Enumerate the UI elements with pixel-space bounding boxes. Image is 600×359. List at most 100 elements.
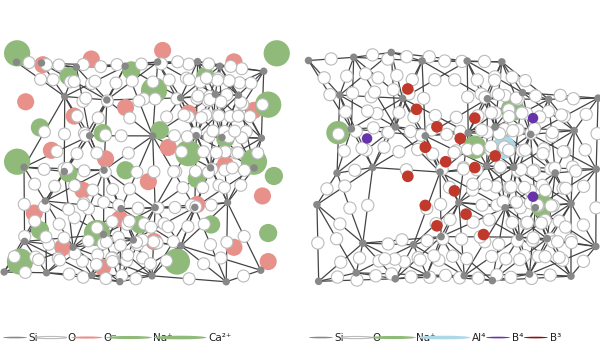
Circle shape [503,104,515,116]
Circle shape [335,256,347,268]
Circle shape [188,170,206,188]
Circle shape [493,127,506,140]
Circle shape [207,125,219,137]
Circle shape [183,74,195,86]
Circle shape [421,132,429,140]
Circle shape [551,169,559,177]
Circle shape [332,128,344,140]
Circle shape [221,89,233,101]
Circle shape [59,128,71,140]
Circle shape [418,57,426,65]
Circle shape [224,110,236,122]
Circle shape [367,49,379,61]
Circle shape [393,107,405,119]
Circle shape [483,214,495,226]
Circle shape [331,233,343,245]
Circle shape [389,253,401,265]
Circle shape [373,255,385,267]
Circle shape [133,95,145,107]
Circle shape [263,40,290,66]
Circle shape [592,165,600,173]
Circle shape [360,144,373,156]
Circle shape [154,42,171,59]
Circle shape [80,92,92,104]
Circle shape [106,252,118,264]
Circle shape [219,146,231,158]
Circle shape [488,74,501,87]
Circle shape [539,184,551,196]
Circle shape [65,107,83,125]
Circle shape [485,107,497,119]
Circle shape [324,89,336,101]
Circle shape [500,253,512,265]
Circle shape [100,166,112,178]
Circle shape [38,163,50,175]
Circle shape [484,95,491,103]
Circle shape [178,242,185,250]
Circle shape [204,94,216,106]
Circle shape [546,130,558,142]
Circle shape [200,109,212,121]
Circle shape [250,164,258,172]
Circle shape [518,250,530,262]
Circle shape [403,88,415,100]
Circle shape [536,179,548,191]
Circle shape [121,255,133,267]
Circle shape [506,71,518,83]
Circle shape [203,90,215,102]
Circle shape [71,148,83,160]
Circle shape [423,271,431,279]
Circle shape [367,122,380,134]
Circle shape [520,217,532,229]
Circle shape [443,181,455,194]
Circle shape [359,239,367,247]
Circle shape [43,238,55,250]
Circle shape [531,199,544,211]
Circle shape [472,272,484,284]
Circle shape [1,268,8,276]
Circle shape [254,187,271,205]
Circle shape [524,197,536,209]
Circle shape [519,144,531,156]
Text: Ca²⁺: Ca²⁺ [208,332,232,342]
Circle shape [393,145,405,158]
Circle shape [436,168,444,176]
Circle shape [226,162,238,174]
Circle shape [76,255,88,267]
Circle shape [151,237,163,249]
Circle shape [205,199,217,211]
Circle shape [203,131,215,143]
Circle shape [265,167,283,185]
Circle shape [183,58,195,70]
Circle shape [440,156,451,168]
Circle shape [126,75,138,87]
Circle shape [43,269,50,276]
Circle shape [238,230,250,242]
Circle shape [171,93,183,105]
Circle shape [512,165,524,177]
Circle shape [71,336,103,339]
Circle shape [371,107,383,120]
Circle shape [379,253,391,265]
Circle shape [232,110,244,122]
Circle shape [392,123,399,131]
Circle shape [494,160,506,173]
Circle shape [503,144,515,156]
Circle shape [505,271,517,284]
Circle shape [592,243,599,250]
Circle shape [218,134,226,141]
Circle shape [257,99,269,111]
Circle shape [175,140,202,166]
Circle shape [255,92,281,118]
Text: Si: Si [335,332,344,342]
Circle shape [544,269,556,281]
Circle shape [130,236,137,244]
Circle shape [313,201,321,209]
Circle shape [69,248,81,260]
Circle shape [223,278,230,285]
Circle shape [406,74,418,86]
Circle shape [200,72,212,84]
Circle shape [429,74,441,86]
Circle shape [84,220,110,246]
Circle shape [392,275,399,283]
